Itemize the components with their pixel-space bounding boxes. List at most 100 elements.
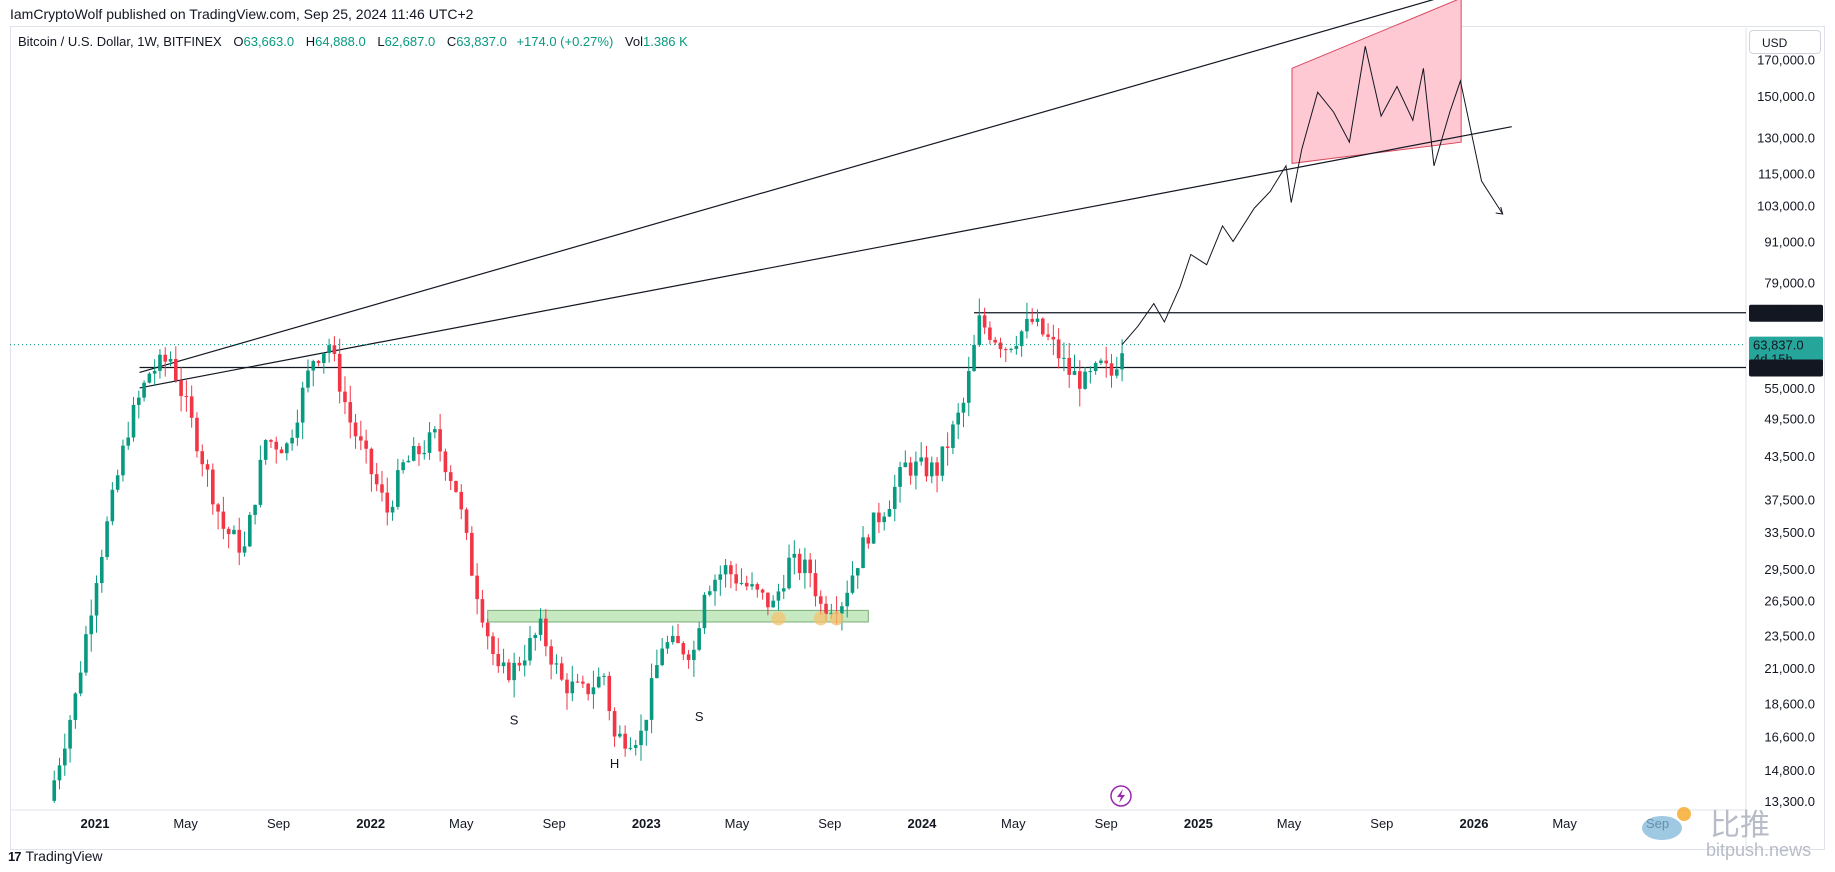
- support-test-circle: [771, 611, 786, 626]
- candle-body: [274, 441, 279, 450]
- candle-body: [993, 339, 998, 343]
- candle-body: [739, 582, 744, 584]
- candle-body: [411, 445, 416, 461]
- candle-body: [998, 342, 1003, 350]
- candle-body: [750, 584, 754, 587]
- candle-body: [470, 532, 474, 576]
- chart-pane[interactable]: [10, 26, 1825, 850]
- time-tick-label: May: [173, 816, 198, 831]
- candle-body: [660, 648, 664, 666]
- price-tick-label: 115,000.0: [1758, 166, 1815, 181]
- price-tick-label: 13,300.0: [1764, 794, 1815, 809]
- price-tick-label: 14,800.0: [1764, 763, 1815, 778]
- price-tick-label: 29,500.0: [1764, 562, 1815, 577]
- candle-body: [649, 678, 654, 720]
- candle-body: [935, 462, 939, 476]
- candle-body: [464, 509, 469, 533]
- candle-body: [729, 565, 733, 575]
- candle-body: [1114, 369, 1119, 376]
- candle-body: [956, 412, 960, 425]
- candle-body: [966, 371, 971, 403]
- candle-body: [115, 475, 120, 490]
- legend-symbol: Bitcoin / U.S. Dollar, 1W, BITFINEX: [18, 34, 222, 49]
- candle-body: [538, 618, 543, 635]
- bitpush-watermark: 比推 bitpush.news: [1640, 796, 1832, 868]
- candle-body: [396, 470, 400, 507]
- time-tick-label: Sep: [818, 816, 841, 831]
- time-tick-label: May: [725, 816, 750, 831]
- candle-body: [977, 315, 982, 346]
- candle-body: [221, 511, 226, 529]
- candle-body: [512, 662, 516, 681]
- candle-body: [655, 665, 659, 679]
- candle-body: [417, 445, 421, 455]
- candle-body: [337, 353, 342, 392]
- candle-body: [1099, 360, 1103, 363]
- candle-body: [850, 575, 855, 593]
- candle-body: [866, 537, 871, 544]
- candle-body: [480, 599, 485, 623]
- candle-body: [189, 396, 194, 418]
- candle-body: [369, 448, 374, 475]
- trendline-1: [139, 0, 1435, 374]
- price-tag-71221-bg: [1749, 304, 1823, 322]
- price-tag-last: 63,837.0: [1753, 338, 1804, 353]
- candle-body: [84, 634, 88, 673]
- watermark-domain: bitpush.news: [1706, 840, 1812, 860]
- candle-body: [734, 574, 738, 584]
- candle-body: [242, 546, 247, 553]
- target-zone: [1291, 0, 1462, 164]
- tradingview-brand: TradingView: [25, 848, 103, 864]
- candle-body: [316, 361, 321, 364]
- candle-body: [945, 446, 950, 448]
- candle-body: [295, 422, 300, 438]
- candle-body: [1109, 363, 1114, 376]
- candle-body: [205, 464, 210, 470]
- pattern-label: S: [510, 712, 519, 727]
- time-tick-label: May: [449, 816, 474, 831]
- candle-body: [501, 662, 506, 667]
- candle-body: [824, 603, 828, 615]
- candle-body: [686, 654, 691, 660]
- tradingview-footer[interactable]: 17 TradingView: [8, 848, 103, 864]
- price-tick-label: 79,000.0: [1764, 276, 1815, 291]
- legend-high-label: H: [305, 34, 316, 49]
- candle-body: [1040, 318, 1045, 335]
- candle-body: [168, 358, 173, 362]
- candle-body: [406, 460, 411, 463]
- currency-button[interactable]: USD: [1749, 30, 1821, 54]
- candle-body: [195, 417, 199, 452]
- time-tick-label: 2024: [907, 816, 937, 831]
- candle-body: [586, 683, 590, 695]
- candle-body: [644, 719, 649, 731]
- candle-body: [982, 315, 987, 328]
- candle-body: [507, 662, 511, 681]
- publisher-line: IamCryptoWolf published on TradingView.c…: [10, 6, 474, 22]
- price-tick-label: 33,500.0: [1764, 525, 1815, 540]
- candle-body: [929, 462, 934, 477]
- candle-body: [676, 635, 680, 644]
- candle-body: [840, 606, 844, 614]
- candle-body: [52, 780, 57, 801]
- candle-body: [253, 504, 257, 515]
- candle-body: [861, 537, 865, 569]
- candle-body: [279, 449, 284, 454]
- candle-body: [1088, 371, 1093, 373]
- candle-body: [1067, 357, 1072, 375]
- candle-body: [898, 467, 902, 487]
- candle-body: [919, 457, 923, 462]
- candle-body: [258, 459, 263, 505]
- candle-body: [147, 373, 152, 383]
- candle-body: [89, 615, 94, 635]
- candle-body: [633, 745, 638, 748]
- candle-body: [137, 397, 141, 405]
- candle-body: [882, 516, 886, 523]
- candle-body: [517, 662, 522, 666]
- candle-body: [972, 345, 976, 372]
- candle-body: [951, 424, 955, 448]
- candle-body: [448, 472, 453, 481]
- candle-body: [364, 440, 368, 449]
- projection-arrowhead: [1495, 206, 1504, 215]
- watermark-name: 比推: [1710, 808, 1770, 843]
